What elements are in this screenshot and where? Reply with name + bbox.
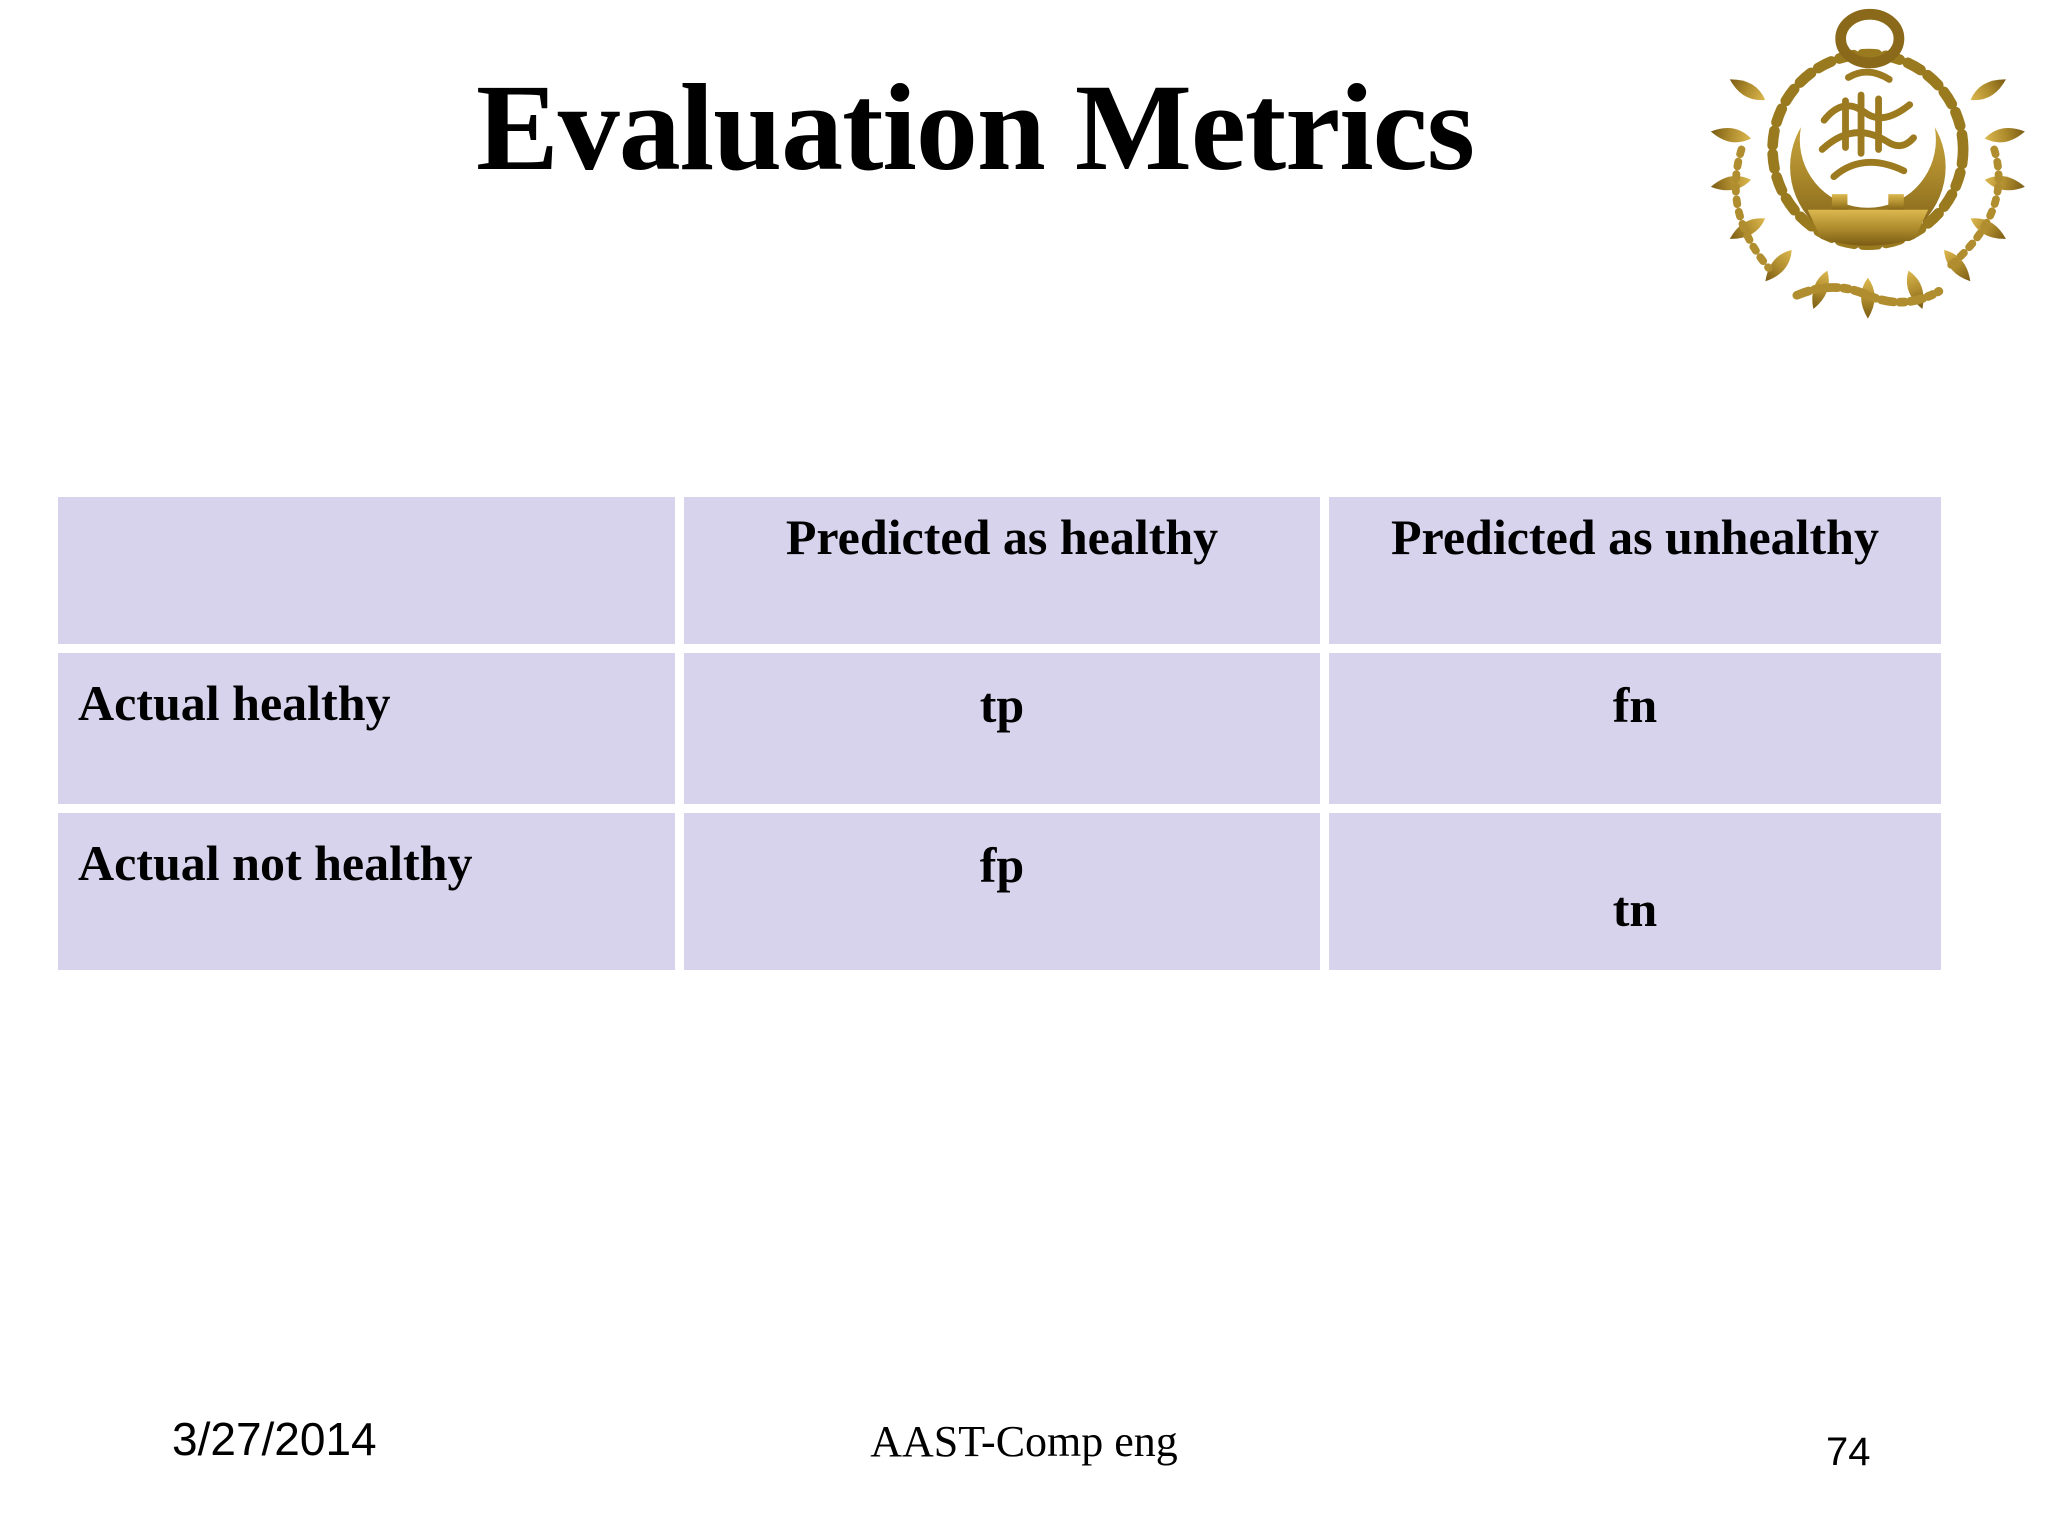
- cell-true-negative: tn: [1329, 813, 1941, 970]
- column-header-predicted-unhealthy: Predicted as unhealthy: [1329, 497, 1941, 644]
- aast-university-emblem-icon: [1709, 8, 2027, 319]
- university-logo: [1688, 3, 2038, 325]
- footer-date: 3/27/2014: [172, 1413, 377, 1465]
- cell-false-positive: fp: [684, 813, 1320, 970]
- cell-false-negative: fn: [1329, 653, 1941, 804]
- confusion-matrix-table: Predicted as healthy Predicted as unheal…: [58, 497, 1941, 970]
- column-header-predicted-healthy: Predicted as healthy: [684, 497, 1320, 644]
- slide-title: Evaluation Metrics: [476, 59, 1475, 196]
- slide-page-number: 74: [1826, 1430, 1871, 1474]
- cell-true-positive: tp: [684, 653, 1320, 804]
- row-header-actual-not-healthy: Actual not healthy: [58, 813, 675, 970]
- row-header-actual-healthy: Actual healthy: [58, 653, 675, 804]
- table-corner-cell: [58, 497, 675, 644]
- footer-department-label: AAST-Comp eng: [870, 1417, 1178, 1466]
